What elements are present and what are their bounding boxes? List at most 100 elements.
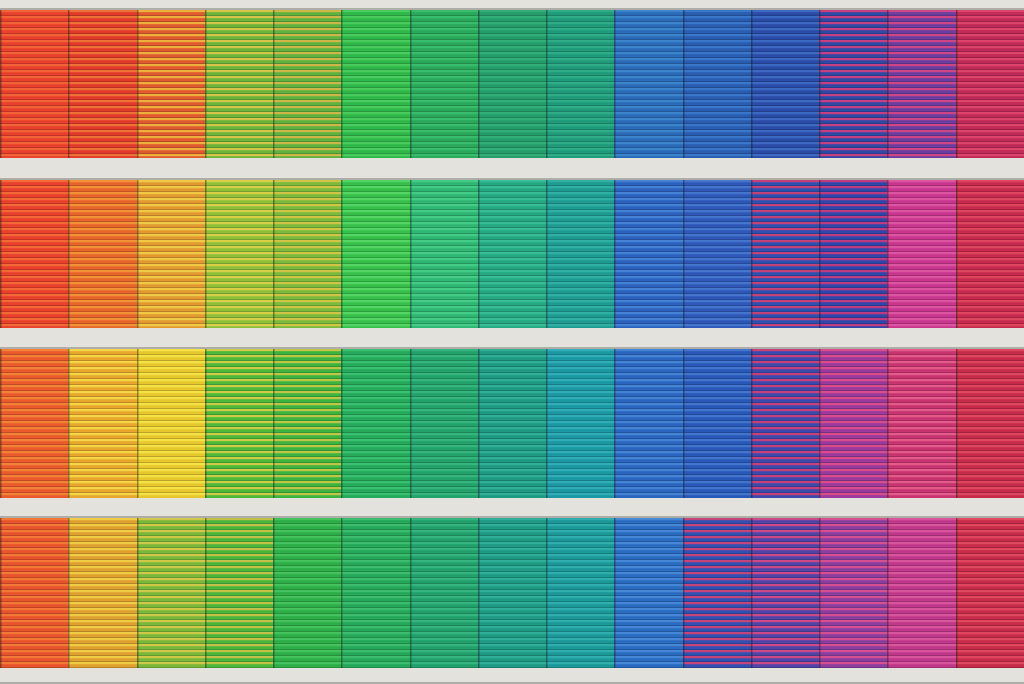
band-3 xyxy=(0,349,1024,498)
ledge xyxy=(0,158,1024,180)
mullion xyxy=(0,180,2,328)
window-panel xyxy=(751,518,819,668)
window-panel xyxy=(478,180,546,328)
ledge xyxy=(0,668,1024,684)
window-panel xyxy=(341,10,410,158)
mullion xyxy=(683,180,685,328)
mullion xyxy=(819,349,821,498)
window-panel xyxy=(478,518,546,668)
window-panel xyxy=(0,180,68,328)
window-panel xyxy=(205,10,273,158)
mullion xyxy=(751,10,753,158)
mullion xyxy=(887,349,889,498)
mullion xyxy=(0,349,2,498)
window-panel xyxy=(546,10,614,158)
mullion xyxy=(273,349,275,498)
mullion xyxy=(751,180,753,328)
mullion xyxy=(341,518,343,668)
window-panel xyxy=(887,349,956,498)
ledge xyxy=(0,0,1024,10)
window-panel xyxy=(887,10,956,158)
window-panel xyxy=(410,10,478,158)
mullion xyxy=(546,180,548,328)
window-panel xyxy=(0,349,68,498)
mullion xyxy=(956,10,958,158)
window-panel xyxy=(137,180,205,328)
window-panel xyxy=(683,180,751,328)
mullion xyxy=(956,518,958,668)
mullion xyxy=(205,180,207,328)
window-panel xyxy=(819,518,887,668)
mullion xyxy=(137,518,139,668)
mullion xyxy=(205,10,207,158)
ledge-shadow xyxy=(0,8,1024,10)
mullion xyxy=(819,180,821,328)
window-panel xyxy=(341,180,410,328)
mullion xyxy=(68,349,70,498)
ledge-shadow xyxy=(0,347,1024,349)
mullion xyxy=(546,349,548,498)
window-panel xyxy=(273,518,341,668)
mullion xyxy=(478,518,480,668)
mullion xyxy=(478,349,480,498)
mullion xyxy=(614,180,616,328)
mullion xyxy=(341,10,343,158)
mullion xyxy=(478,180,480,328)
window-panel xyxy=(819,10,887,158)
mullion xyxy=(410,518,412,668)
mullion xyxy=(410,349,412,498)
mullion xyxy=(341,180,343,328)
window-panel xyxy=(273,349,341,498)
window-panel xyxy=(614,180,683,328)
mullion xyxy=(137,180,139,328)
mullion xyxy=(273,10,275,158)
window-panel xyxy=(341,518,410,668)
band-2 xyxy=(0,180,1024,328)
band-1 xyxy=(0,10,1024,158)
window-panel xyxy=(956,518,1024,668)
window-panel xyxy=(410,349,478,498)
band-4 xyxy=(0,518,1024,668)
window-panel xyxy=(137,349,205,498)
mullion xyxy=(546,10,548,158)
window-panel xyxy=(683,518,751,668)
window-panel xyxy=(751,349,819,498)
mullion xyxy=(614,518,616,668)
window-panel xyxy=(614,518,683,668)
mullion xyxy=(478,10,480,158)
mullion xyxy=(68,518,70,668)
window-panel xyxy=(478,10,546,158)
window-panel xyxy=(819,349,887,498)
window-panel xyxy=(0,518,68,668)
window-panel xyxy=(410,518,478,668)
window-panel xyxy=(751,180,819,328)
mullion xyxy=(887,518,889,668)
mullion xyxy=(68,180,70,328)
mullion xyxy=(273,518,275,668)
window-panel xyxy=(0,10,68,158)
window-panel xyxy=(205,349,273,498)
window-panel xyxy=(956,180,1024,328)
window-panel xyxy=(205,518,273,668)
mullion xyxy=(683,518,685,668)
mullion xyxy=(0,10,2,158)
mullion xyxy=(614,10,616,158)
window-panel xyxy=(68,349,137,498)
mullion xyxy=(137,349,139,498)
mullion xyxy=(341,349,343,498)
mullion xyxy=(887,180,889,328)
window-panel xyxy=(614,349,683,498)
window-panel xyxy=(341,349,410,498)
window-panel xyxy=(546,349,614,498)
window-panel xyxy=(683,349,751,498)
window-panel xyxy=(614,10,683,158)
mullion xyxy=(683,10,685,158)
window-panel xyxy=(887,180,956,328)
window-panel xyxy=(205,180,273,328)
ledge xyxy=(0,498,1024,518)
mullion xyxy=(819,10,821,158)
window-panel xyxy=(819,180,887,328)
window-panel xyxy=(546,180,614,328)
